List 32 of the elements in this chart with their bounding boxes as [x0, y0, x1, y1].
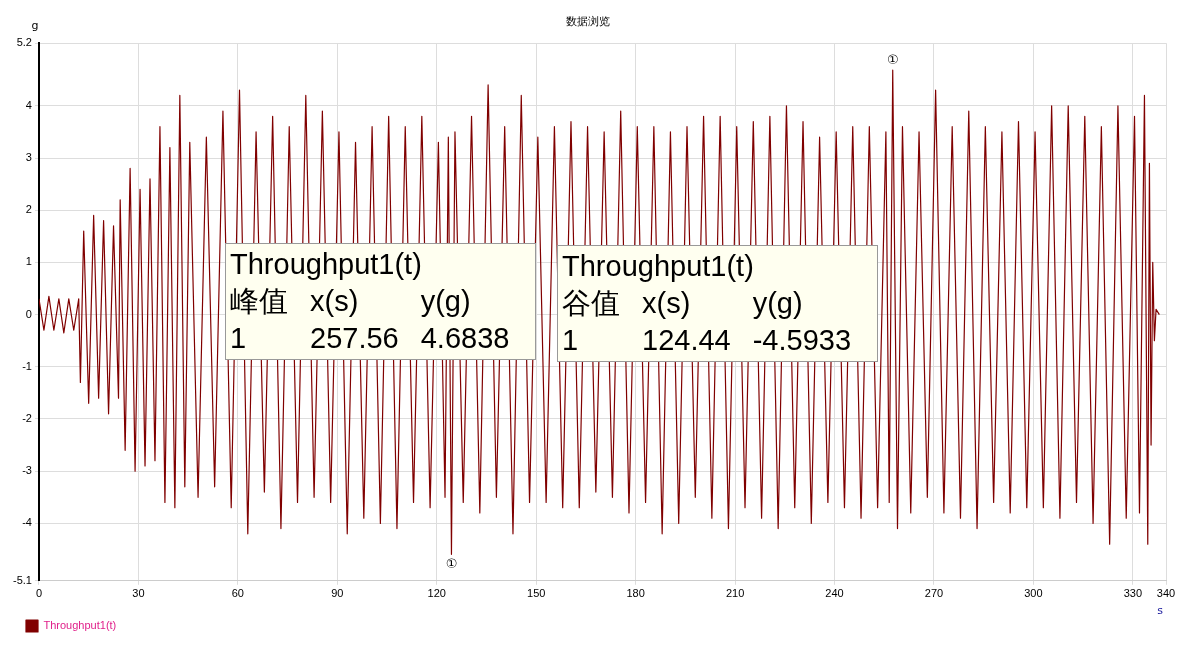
legend-label: Throughput1(t) [43, 619, 117, 632]
x-axis-title: s [1157, 604, 1164, 618]
x-tick-label: 150 [527, 587, 546, 600]
text: Throughput1(t) 峰值 x(s) y(g) 1 257.56 4.6838 [230, 248, 510, 354]
y-tick-label: -4 [22, 516, 32, 529]
x-tick-label: 30 [132, 587, 145, 600]
x-tick-label: 210 [725, 587, 745, 600]
x-tick-label: 330 [1123, 587, 1143, 600]
x-tick-label: 120 [427, 587, 446, 600]
annotation: ① [445, 555, 458, 571]
y-tick-label: -1 [22, 359, 32, 372]
x-tick-label: 270 [924, 587, 944, 600]
x-tick-label: 60 [231, 587, 244, 600]
y-tick-label: 1 [25, 255, 32, 268]
x-tick-label: 340 [1156, 587, 1176, 600]
x-tick-label: 180 [626, 587, 645, 600]
annotation: ① [886, 51, 899, 67]
y-tick-label: 4 [25, 98, 32, 111]
y-tick-label: 2 [25, 203, 32, 216]
x-tick-label: 0 [35, 587, 43, 600]
y-tick-label: -2 [22, 412, 32, 425]
chart-title: 数据浏览 [566, 15, 610, 29]
y-tick-label: 5.2 [16, 36, 32, 49]
y-tick-label: -3 [22, 464, 32, 477]
y-axis-title: g [31, 18, 39, 32]
text: Throughput1(t) 谷值 x(s) y(g) 1 124.44 -4.5933 [562, 250, 852, 356]
x-tick-label: 240 [825, 587, 844, 600]
y-tick-label: -5.1 [12, 573, 32, 586]
y-tick-label: 0 [25, 307, 32, 320]
y-tick-label: 3 [25, 151, 32, 164]
x-tick-label: 300 [1024, 587, 1043, 600]
x-tick-label: 90 [331, 587, 344, 600]
